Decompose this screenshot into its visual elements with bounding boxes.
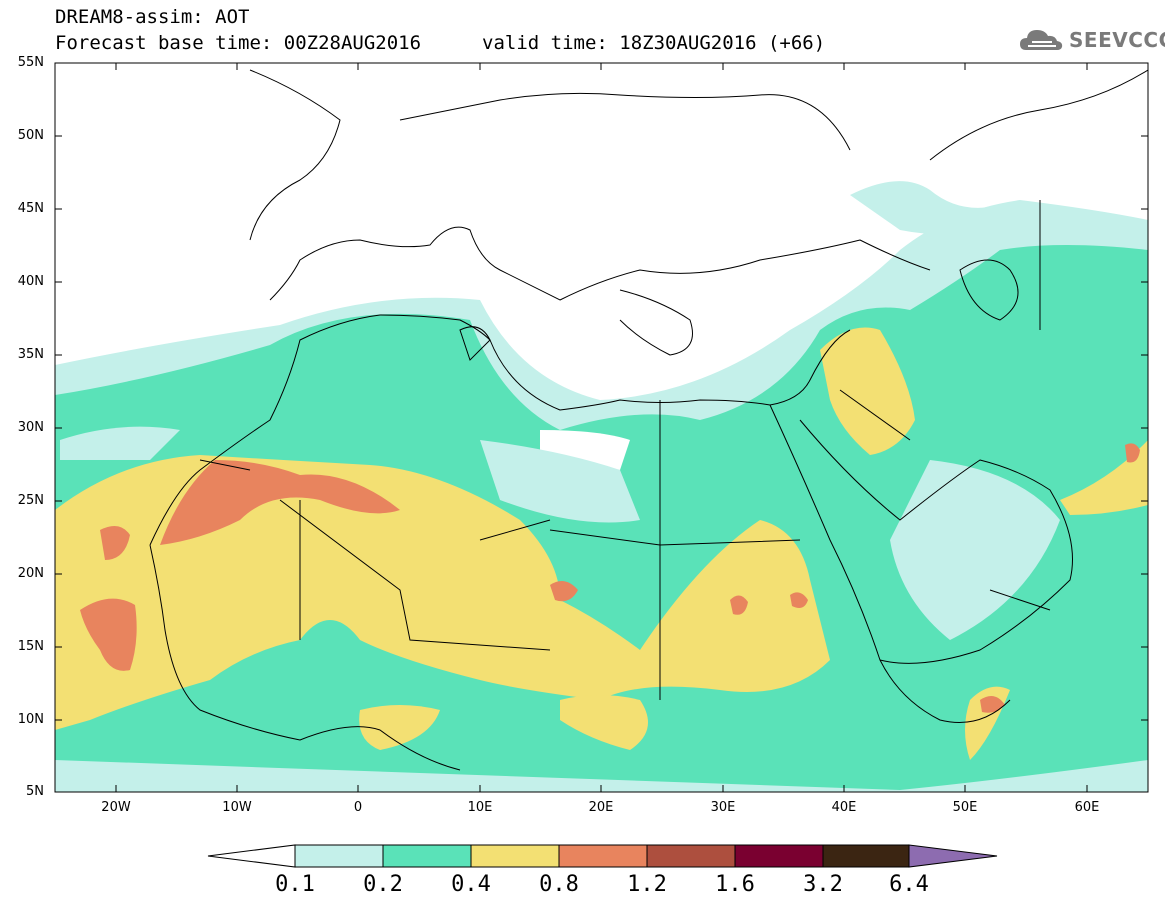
lon-label: 20W [101,800,131,815]
colorbar-box-4 [646,844,736,868]
lat-label: 35N [17,347,44,362]
colorbar-low-arrow [207,844,296,868]
lon-label: 40E [831,800,857,815]
colorbar-label: 0.1 [275,872,315,897]
lat-label: 50N [17,128,44,143]
aot-zone-orange [160,460,400,545]
lat-label: 30N [17,420,44,435]
colorbar-box-1 [382,844,472,868]
map-title: DREAM8-assim: AOT [55,6,250,28]
lat-label: 15N [17,639,44,654]
colorbar-label: 0.8 [539,872,579,897]
lon-label: 10W [222,800,252,815]
lon-label: 20E [588,800,614,815]
colorbar-label: 1.2 [627,872,667,897]
colorbar-box-2 [470,844,560,868]
lat-label: 40N [17,274,44,289]
aot-zone-yellow [55,455,830,730]
colorbar-label: 3.2 [803,872,843,897]
colorbar-label: 1.6 [715,872,755,897]
lon-label: 60E [1074,800,1100,815]
cloud-logo-icon [1020,30,1063,50]
lat-label: 20N [17,566,44,581]
forecast-base-time: Forecast base time: 00Z28AUG2016 [55,32,422,54]
lon-label: 10E [467,800,493,815]
colorbar-label: 0.2 [363,872,403,897]
valid-time: valid time: 18Z30AUG2016 (+66) [482,32,826,54]
lon-label: 0 [353,800,363,815]
colorbar-box-6 [822,844,910,868]
coastlines [149,69,1148,771]
colorbar-high-arrow [908,844,998,868]
colorbar-box-5 [734,844,824,868]
lat-label: 45N [17,201,44,216]
colorbar-label: 6.4 [889,872,929,897]
lat-label: 10N [17,712,44,727]
lon-label: 50E [952,800,978,815]
colorbar-label: 0.4 [451,872,491,897]
lat-label: 55N [17,55,44,70]
logo-text: SEEVCCC [1069,28,1165,52]
colorbar [207,844,998,868]
lat-label: 25N [17,493,44,508]
axis-ticks [55,62,1148,793]
colorbar-box-3 [558,844,648,868]
colorbar-box-0 [294,844,384,868]
lat-label: 5N [26,784,44,799]
lon-label: 30E [710,800,736,815]
